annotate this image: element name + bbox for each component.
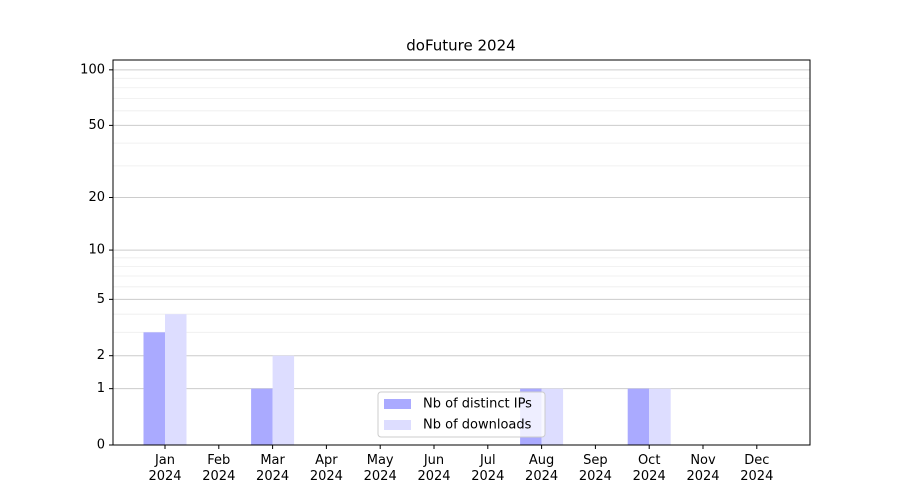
y-tick-label: 50 (88, 118, 105, 133)
x-tick-label: May 2024 (363, 453, 397, 484)
bar (143, 332, 165, 445)
x-tick-label: Jul 2024 (471, 453, 505, 484)
y-tick-label: 100 (80, 62, 105, 77)
legend-swatch (384, 399, 411, 409)
bar (541, 388, 564, 445)
x-tick-label: Oct 2024 (632, 453, 666, 484)
bar (165, 314, 187, 445)
x-tick-label: Sep 2024 (578, 453, 612, 484)
y-tick-label: 10 (88, 243, 105, 258)
x-tick-label: Feb 2024 (202, 453, 236, 484)
y-tick-label: 1 (97, 381, 105, 396)
x-tick-label: Apr 2024 (309, 453, 343, 484)
y-tick-label: 0 (97, 438, 105, 453)
x-tick-label: Mar 2024 (256, 453, 290, 484)
legend-label: Nb of distinct IPs (423, 397, 532, 412)
bar (272, 355, 295, 445)
x-tick-label: Jan 2024 (148, 453, 182, 484)
y-tick-label: 20 (88, 190, 105, 205)
x-tick-label: Nov 2024 (686, 453, 720, 484)
bar (251, 388, 273, 445)
legend-swatch (384, 420, 411, 430)
legend-label: Nb of downloads (423, 418, 532, 433)
bar (649, 388, 671, 445)
x-tick-label: Aug 2024 (525, 453, 559, 484)
y-tick-label: 2 (97, 348, 105, 363)
y-tick-label: 5 (97, 292, 105, 307)
plot-frame (112, 59, 811, 446)
x-tick-label: Dec 2024 (740, 453, 774, 484)
x-tick-label: Jun 2024 (417, 453, 451, 484)
chart-title: doFuture 2024 (406, 37, 515, 55)
bar (627, 388, 650, 445)
legend-box (377, 391, 546, 438)
